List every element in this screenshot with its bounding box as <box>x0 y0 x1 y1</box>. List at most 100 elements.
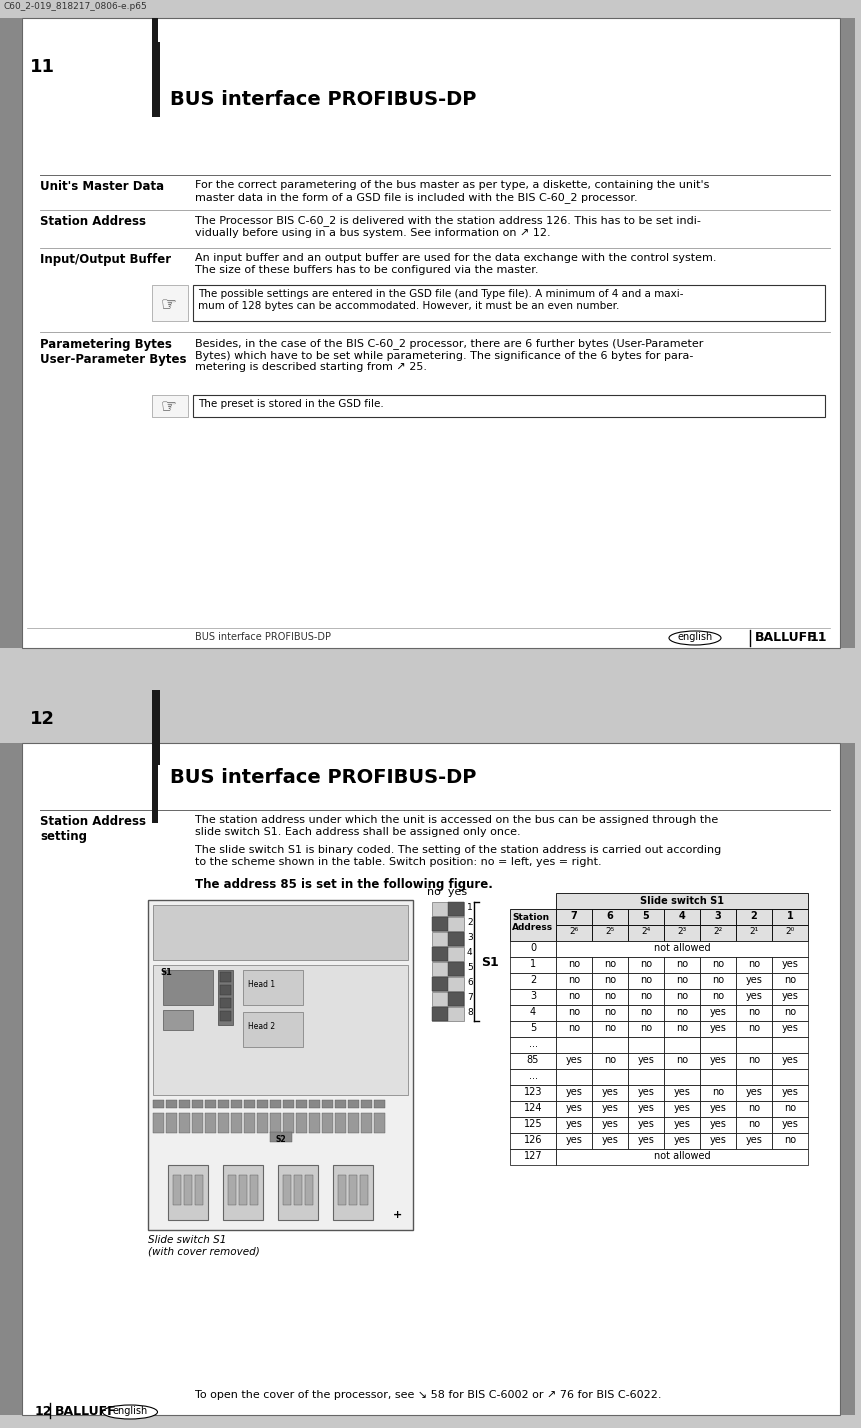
Bar <box>556 1070 592 1085</box>
Bar <box>772 1021 808 1037</box>
Text: yes: yes <box>709 1055 727 1065</box>
Bar <box>556 957 592 972</box>
Bar <box>152 19 158 99</box>
Text: 123: 123 <box>523 1087 542 1097</box>
Bar <box>448 932 464 945</box>
Text: Unit's Master Data: Unit's Master Data <box>40 180 164 193</box>
Text: no: no <box>676 991 688 1001</box>
Bar <box>592 990 628 1005</box>
Text: 2⁰: 2⁰ <box>785 927 795 935</box>
Bar <box>179 1100 190 1108</box>
Bar <box>205 1112 216 1132</box>
Bar <box>510 1005 556 1021</box>
Bar <box>432 932 464 945</box>
Text: yes: yes <box>637 1055 654 1065</box>
Bar <box>305 1175 313 1205</box>
Bar <box>510 972 556 990</box>
Bar <box>700 972 736 990</box>
Text: yes: yes <box>746 975 763 985</box>
Bar <box>294 1175 302 1205</box>
Text: no: no <box>640 1022 652 1032</box>
Bar <box>664 1021 700 1037</box>
Bar <box>184 1175 192 1205</box>
Text: 8: 8 <box>467 1008 473 1017</box>
Bar <box>270 1132 292 1142</box>
Bar <box>309 1100 320 1108</box>
Text: ...: ... <box>529 1071 537 1081</box>
Text: 12: 12 <box>30 710 55 728</box>
Bar <box>432 962 464 975</box>
Bar <box>628 1052 664 1070</box>
Text: no: no <box>640 991 652 1001</box>
Bar <box>510 941 556 957</box>
Text: 1: 1 <box>787 911 793 921</box>
Text: yes: yes <box>746 991 763 1001</box>
Text: 11: 11 <box>810 631 827 644</box>
Bar <box>432 992 464 1005</box>
Bar <box>220 998 231 1008</box>
Bar <box>335 1100 346 1108</box>
Text: no: no <box>640 960 652 970</box>
Bar <box>592 1085 628 1101</box>
Bar <box>772 1052 808 1070</box>
Text: yes: yes <box>673 1120 691 1130</box>
Bar <box>510 1101 556 1117</box>
Text: yes: yes <box>602 1102 618 1112</box>
Bar <box>193 286 825 321</box>
Text: 5: 5 <box>467 962 473 972</box>
Bar <box>250 1175 258 1205</box>
Bar <box>772 1117 808 1132</box>
Text: 6: 6 <box>607 911 613 921</box>
Text: The possible settings are entered in the GSD file (and Type file). A minimum of : The possible settings are entered in the… <box>198 288 684 311</box>
Bar <box>322 1112 333 1132</box>
Text: ...: ... <box>529 1040 537 1050</box>
Bar <box>628 925 664 941</box>
Bar <box>510 990 556 1005</box>
Text: yes: yes <box>637 1087 654 1097</box>
Text: S2: S2 <box>275 1135 286 1144</box>
Text: yes: yes <box>602 1087 618 1097</box>
Bar <box>736 925 772 941</box>
Bar <box>152 690 160 765</box>
Bar <box>432 917 448 931</box>
Bar <box>772 1037 808 1052</box>
Text: no: no <box>784 1135 796 1145</box>
Bar <box>664 910 700 925</box>
Bar <box>360 1175 368 1205</box>
Bar <box>736 1005 772 1021</box>
Bar <box>556 941 808 957</box>
Text: 2: 2 <box>751 911 758 921</box>
Text: english: english <box>678 633 713 643</box>
Bar <box>556 990 592 1005</box>
Bar <box>700 1021 736 1037</box>
Bar <box>664 925 700 941</box>
Bar <box>510 1021 556 1037</box>
Text: Input/Output Buffer: Input/Output Buffer <box>40 253 171 266</box>
Bar <box>841 743 855 1415</box>
Text: no: no <box>748 1055 760 1065</box>
Bar <box>432 1007 464 1021</box>
Bar <box>322 1100 333 1108</box>
Bar <box>244 1112 255 1132</box>
Text: no: no <box>784 975 796 985</box>
Text: The station address under which the unit is accessed on the bus can be assigned : The station address under which the unit… <box>195 815 718 837</box>
Text: no  yes: no yes <box>427 887 468 897</box>
Text: Slide switch S1: Slide switch S1 <box>640 895 724 905</box>
Bar <box>218 970 233 1025</box>
Bar <box>592 972 628 990</box>
Text: 2: 2 <box>530 975 536 985</box>
Bar <box>556 892 808 910</box>
Bar <box>432 1007 448 1021</box>
Circle shape <box>249 1025 257 1034</box>
Text: 2²: 2² <box>714 927 722 935</box>
Text: 6: 6 <box>467 978 473 987</box>
Bar <box>220 1011 231 1021</box>
Text: Head 1: Head 1 <box>248 980 276 990</box>
Text: no: no <box>676 1055 688 1065</box>
Text: yes: yes <box>746 1135 763 1145</box>
Bar <box>736 972 772 990</box>
Text: no: no <box>604 1007 616 1017</box>
Text: no: no <box>784 1007 796 1017</box>
Text: Parametering Bytes
User-Parameter Bytes: Parametering Bytes User-Parameter Bytes <box>40 338 187 366</box>
Text: 1: 1 <box>467 902 473 912</box>
